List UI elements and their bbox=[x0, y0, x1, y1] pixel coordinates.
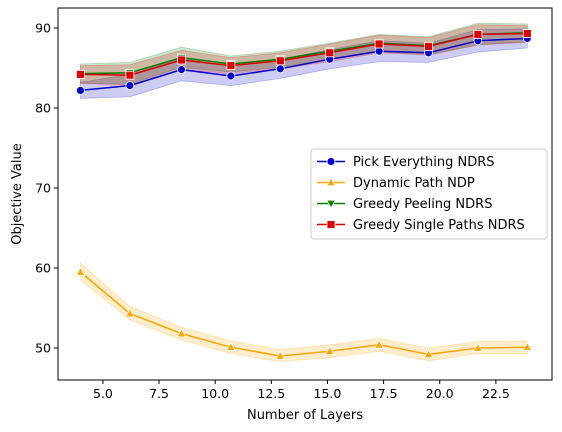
x-tick-label: 7.5 bbox=[149, 386, 169, 401]
x-tick-label: 17.5 bbox=[370, 386, 398, 401]
y-tick-label: 90 bbox=[35, 21, 51, 36]
data-point bbox=[424, 42, 433, 51]
legend-marker bbox=[326, 199, 336, 209]
data-point bbox=[176, 328, 187, 338]
series-lines bbox=[79, 32, 528, 357]
data-point bbox=[374, 39, 384, 49]
data-point bbox=[124, 308, 135, 318]
x-axis: 5.0 7.5 10.0 12.5 15.0 17.5 20.0 22.5 bbox=[93, 380, 510, 401]
x-tick-label: 10.0 bbox=[201, 386, 229, 401]
x-tick-label: 12.5 bbox=[257, 386, 285, 401]
data-point bbox=[374, 339, 385, 349]
data-point bbox=[324, 345, 335, 355]
x-tick-label: 20.0 bbox=[426, 386, 454, 401]
confidence-band-1 bbox=[80, 262, 528, 363]
series-line-1 bbox=[79, 271, 528, 357]
data-point bbox=[225, 341, 236, 351]
data-point bbox=[226, 61, 236, 70]
data-point bbox=[522, 29, 532, 39]
data-point bbox=[423, 349, 434, 359]
plot-area-frame bbox=[57, 7, 553, 381]
series-line-0 bbox=[80, 37, 528, 92]
x-tick-label: 22.5 bbox=[482, 386, 510, 401]
data-point bbox=[177, 65, 186, 74]
data-point bbox=[125, 70, 135, 80]
y-tick-label: 50 bbox=[35, 341, 51, 356]
data-point bbox=[75, 266, 86, 276]
data-point bbox=[275, 56, 285, 66]
data-point bbox=[472, 342, 483, 352]
series-line-3 bbox=[80, 32, 528, 76]
data-point bbox=[226, 71, 236, 81]
legend-marker bbox=[326, 157, 336, 166]
legend-marker bbox=[326, 220, 336, 229]
legend-entry: Dynamic Path NDP bbox=[353, 176, 475, 191]
data-point bbox=[76, 86, 85, 95]
legend-marker bbox=[326, 177, 336, 187]
data-point bbox=[125, 81, 135, 90]
series-markers bbox=[75, 29, 533, 360]
x-tick-label: 15.0 bbox=[314, 386, 342, 401]
legend-entry: Greedy Single Paths NDRS bbox=[353, 218, 525, 233]
legend-entry: Greedy Peeling NDRS bbox=[353, 197, 492, 212]
x-tick-label: 5.0 bbox=[93, 386, 113, 401]
legend-box bbox=[310, 148, 548, 240]
data-point bbox=[522, 341, 533, 351]
y-tick-label: 80 bbox=[35, 101, 51, 116]
data-point bbox=[177, 55, 186, 65]
y-axis-label: Objective Value bbox=[10, 143, 25, 244]
y-tick-label: 60 bbox=[35, 261, 51, 276]
y-tick-label: 70 bbox=[35, 181, 51, 196]
data-point bbox=[275, 64, 285, 74]
data-point bbox=[473, 29, 483, 39]
data-point bbox=[325, 48, 335, 58]
data-point bbox=[76, 70, 85, 79]
legend-entry: Pick Everything NDRS bbox=[353, 155, 495, 170]
legend: Pick Everything NDRS Dynamic Path NDP Gree… bbox=[310, 148, 548, 240]
y-axis: 50 60 70 80 90 bbox=[35, 21, 58, 356]
x-axis-label: Number of Layers bbox=[247, 408, 363, 423]
data-point bbox=[275, 350, 286, 360]
